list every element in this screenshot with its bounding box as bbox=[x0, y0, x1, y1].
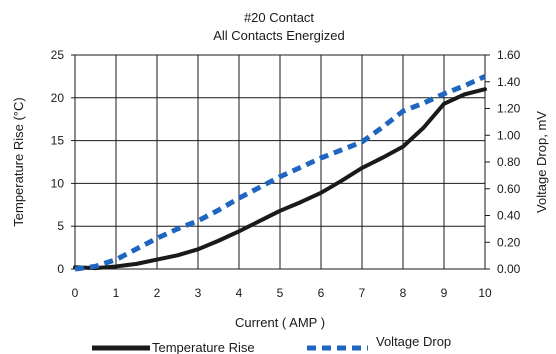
y-axis-title: Temperature Rise (°C) bbox=[11, 97, 26, 226]
series-line-temperature-rise bbox=[73, 87, 487, 271]
x-axis-title: Current ( AMP ) bbox=[235, 315, 325, 330]
x-axis-ticks: 0 1 2 3 4 5 6 7 8 9 10 bbox=[72, 286, 492, 300]
y2-tick-label: 1.40 bbox=[497, 75, 521, 89]
y2-tick-label: 0.00 bbox=[497, 262, 521, 276]
y2-tick-label: 0.40 bbox=[497, 209, 521, 223]
x-tick-label: 3 bbox=[195, 286, 202, 300]
y2-tick-label: 0.80 bbox=[497, 155, 521, 169]
x-tick-label: 10 bbox=[478, 286, 492, 300]
legend-label-voltage-drop: Voltage Drop bbox=[376, 334, 451, 349]
y-tick-label: 5 bbox=[57, 219, 64, 233]
y2-tick-label: 1.60 bbox=[497, 48, 521, 62]
chart-title: #20 Contact bbox=[244, 10, 314, 25]
chart-subtitle: All Contacts Energized bbox=[213, 28, 345, 43]
y-tick-label: 25 bbox=[51, 48, 65, 62]
y2-axis-title: Voltage Drop, mV bbox=[534, 111, 549, 213]
y2-tick-label: 1.20 bbox=[497, 102, 521, 116]
x-tick-label: 0 bbox=[72, 286, 79, 300]
y-tick-label: 15 bbox=[51, 134, 65, 148]
y-tick-label: 0 bbox=[57, 262, 64, 276]
x-tick-label: 9 bbox=[441, 286, 448, 300]
y2-tick-label: 1.00 bbox=[497, 128, 521, 142]
x-tick-label: 6 bbox=[318, 286, 325, 300]
series-line-voltage-drop bbox=[74, 74, 487, 272]
x-tick-label: 2 bbox=[154, 286, 161, 300]
legend-label-temperature-rise: Temperature Rise bbox=[152, 340, 255, 354]
y-tick-label: 10 bbox=[51, 176, 65, 190]
series-group bbox=[73, 74, 487, 272]
x-tick-label: 1 bbox=[113, 286, 120, 300]
y-axis-ticks: 0 5 10 15 20 25 bbox=[51, 48, 75, 276]
y2-tick-label: 0.20 bbox=[497, 235, 521, 249]
y-tick-label: 20 bbox=[51, 91, 65, 105]
y2-tick-label: 0.60 bbox=[497, 182, 521, 196]
y2-axis-ticks: 0.00 0.20 0.40 0.60 0.80 1.00 1.20 1.40 1.60 bbox=[485, 48, 521, 276]
gridlines bbox=[74, 54, 486, 270]
x-tick-label: 4 bbox=[236, 286, 243, 300]
legend: Temperature Rise Voltage Drop bbox=[92, 334, 451, 354]
x-tick-label: 8 bbox=[400, 286, 407, 300]
x-tick-label: 7 bbox=[359, 286, 366, 300]
x-tick-label: 5 bbox=[277, 286, 284, 300]
